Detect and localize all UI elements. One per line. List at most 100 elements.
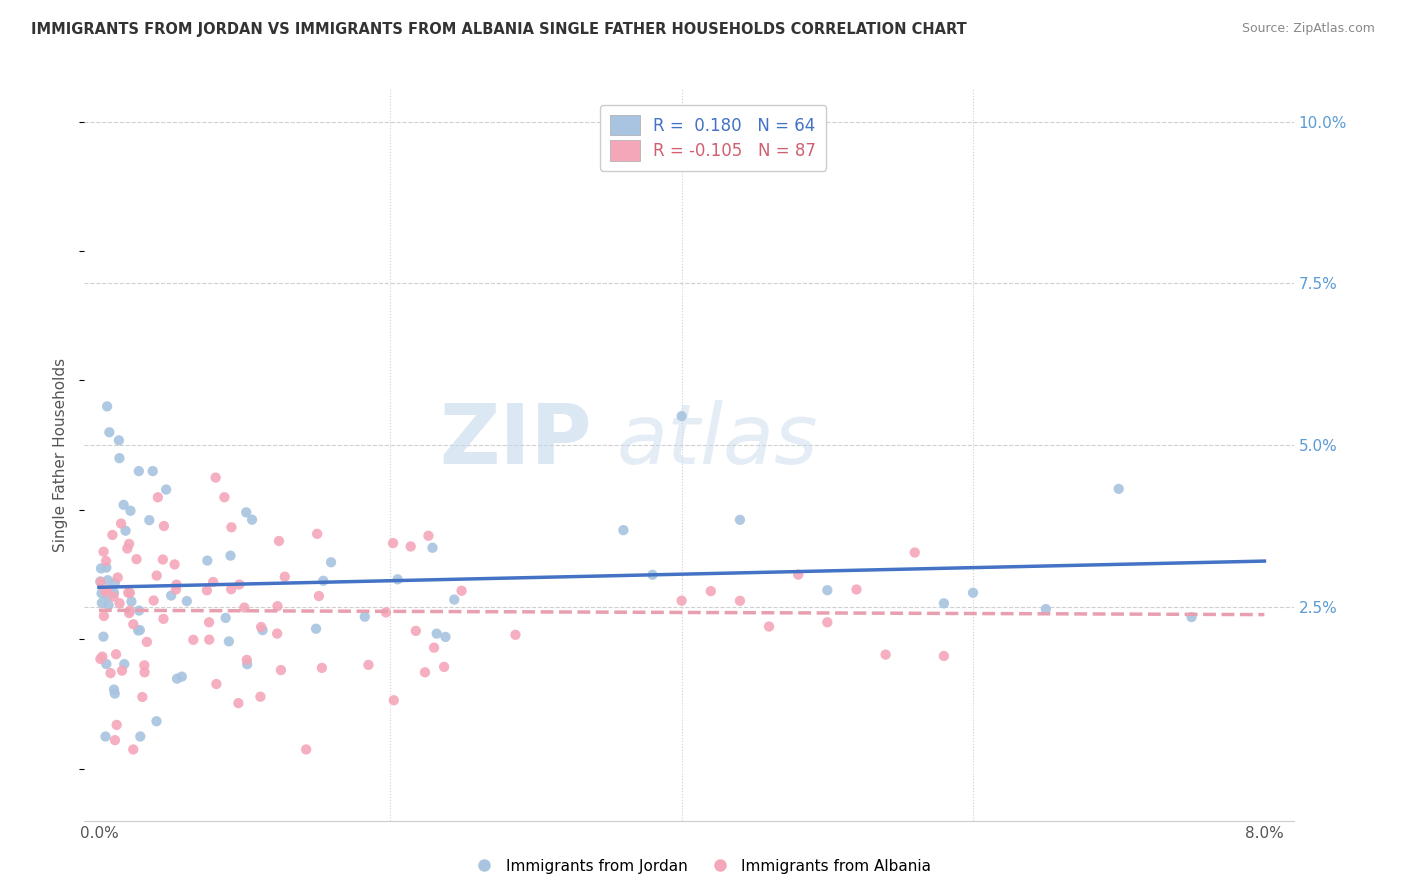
Point: [202, 574, 225, 589]
Point: [104, 687, 127, 701]
Point: [266, 599, 288, 614]
Point: [932, 648, 955, 663]
Point: [96, 583, 118, 598]
Point: [120, 594, 142, 608]
Point: [176, 594, 198, 608]
Point: [266, 626, 288, 640]
Point: [641, 567, 664, 582]
Point: [98, 425, 121, 440]
Point: [131, 690, 153, 704]
Point: [96, 560, 118, 574]
Point: [423, 640, 446, 655]
Text: ZIP: ZIP: [440, 400, 592, 481]
Point: [815, 615, 838, 630]
Point: [240, 513, 263, 527]
Point: [728, 513, 751, 527]
Point: [375, 606, 398, 620]
Point: [218, 634, 240, 648]
Point: [105, 647, 128, 661]
Point: [228, 577, 250, 591]
Point: [195, 553, 218, 567]
Point: [728, 594, 751, 608]
Point: [221, 520, 243, 534]
Point: [118, 537, 141, 551]
Point: [671, 409, 693, 423]
Point: [135, 635, 157, 649]
Point: [108, 434, 131, 448]
Point: [122, 617, 145, 632]
Legend: R =  0.180   N = 64, R = -0.105   N = 87: R = 0.180 N = 64, R = -0.105 N = 87: [600, 105, 827, 170]
Point: [382, 536, 405, 550]
Point: [405, 624, 427, 638]
Point: [904, 545, 927, 559]
Point: [236, 653, 259, 667]
Point: [305, 622, 328, 636]
Point: [382, 693, 405, 707]
Point: [932, 596, 955, 610]
Point: [787, 567, 810, 582]
Point: [118, 586, 141, 600]
Point: [97, 573, 120, 587]
Point: [96, 400, 118, 414]
Point: [112, 498, 135, 512]
Point: [114, 524, 136, 538]
Point: [105, 718, 128, 732]
Point: [118, 604, 141, 618]
Point: [90, 561, 112, 575]
Point: [418, 529, 440, 543]
Point: [1180, 610, 1202, 624]
Point: [311, 661, 333, 675]
Point: [117, 541, 139, 556]
Point: [295, 742, 318, 756]
Point: [111, 664, 134, 678]
Point: [110, 516, 132, 531]
Point: [612, 523, 634, 537]
Point: [117, 585, 139, 599]
Point: [700, 584, 723, 599]
Point: [426, 626, 449, 640]
Point: [399, 540, 422, 554]
Point: [267, 533, 290, 548]
Point: [89, 574, 111, 589]
Legend: Immigrants from Jordan, Immigrants from Albania: Immigrants from Jordan, Immigrants from …: [470, 853, 936, 880]
Point: [165, 582, 187, 597]
Point: [1108, 482, 1130, 496]
Point: [443, 592, 465, 607]
Point: [122, 742, 145, 756]
Y-axis label: Single Father Households: Single Father Households: [53, 358, 69, 552]
Point: [228, 696, 250, 710]
Point: [219, 549, 242, 563]
Point: [93, 609, 115, 624]
Point: [152, 612, 174, 626]
Point: [103, 586, 125, 600]
Point: [274, 570, 297, 584]
Point: [307, 526, 329, 541]
Point: [142, 593, 165, 607]
Point: [97, 589, 120, 603]
Point: [433, 660, 456, 674]
Point: [181, 632, 204, 647]
Point: [134, 658, 156, 673]
Point: [103, 682, 125, 697]
Point: [94, 730, 117, 744]
Point: [103, 590, 125, 604]
Point: [312, 574, 335, 588]
Point: [236, 657, 259, 672]
Point: [155, 483, 177, 497]
Point: [97, 598, 120, 612]
Point: [145, 568, 167, 582]
Point: [153, 519, 176, 533]
Point: [128, 604, 150, 618]
Point: [120, 504, 142, 518]
Point: [270, 663, 292, 677]
Point: [128, 623, 150, 637]
Point: [118, 606, 141, 620]
Point: [146, 491, 169, 505]
Text: atlas: atlas: [616, 400, 818, 481]
Point: [205, 677, 228, 691]
Point: [357, 657, 380, 672]
Point: [845, 582, 868, 597]
Point: [160, 589, 183, 603]
Point: [90, 574, 112, 589]
Text: Source: ZipAtlas.com: Source: ZipAtlas.com: [1241, 22, 1375, 36]
